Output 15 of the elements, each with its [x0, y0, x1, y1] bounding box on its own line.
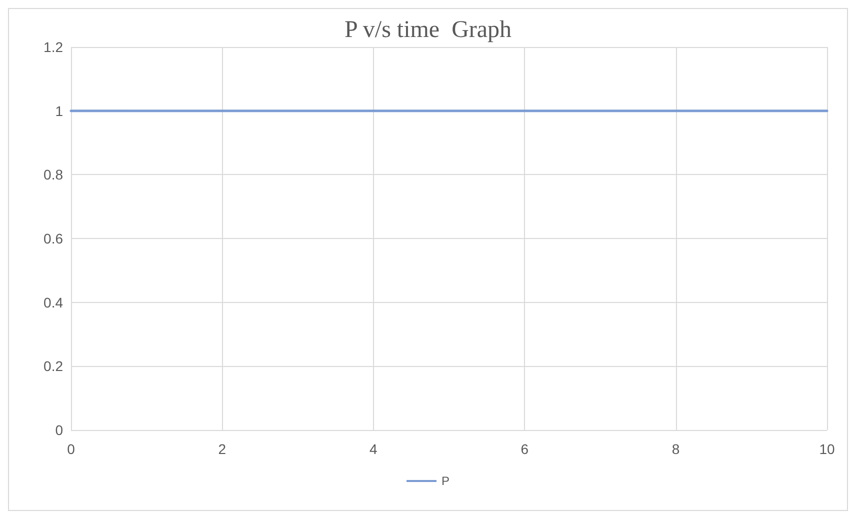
chart-title: P v/s time Graph	[344, 17, 512, 43]
legend-label: P	[442, 474, 450, 488]
y-tick-label: 0.6	[44, 230, 64, 246]
y-tick-label: 1	[55, 102, 64, 119]
x-tick-label: 0	[67, 441, 76, 457]
y-tick-label: 0.2	[44, 358, 64, 374]
x-tick-label: 8	[672, 441, 680, 457]
x-tick-label: 6	[520, 441, 529, 457]
y-tick-label: 1.2	[44, 39, 64, 55]
y-tick-label: 0	[55, 422, 64, 438]
x-tick-label: 10	[819, 441, 835, 457]
x-tick-label: 2	[218, 441, 226, 457]
x-tick-label: 4	[370, 441, 378, 457]
y-tick-label: 0.4	[44, 294, 64, 310]
y-tick-label: 0.8	[44, 166, 64, 183]
